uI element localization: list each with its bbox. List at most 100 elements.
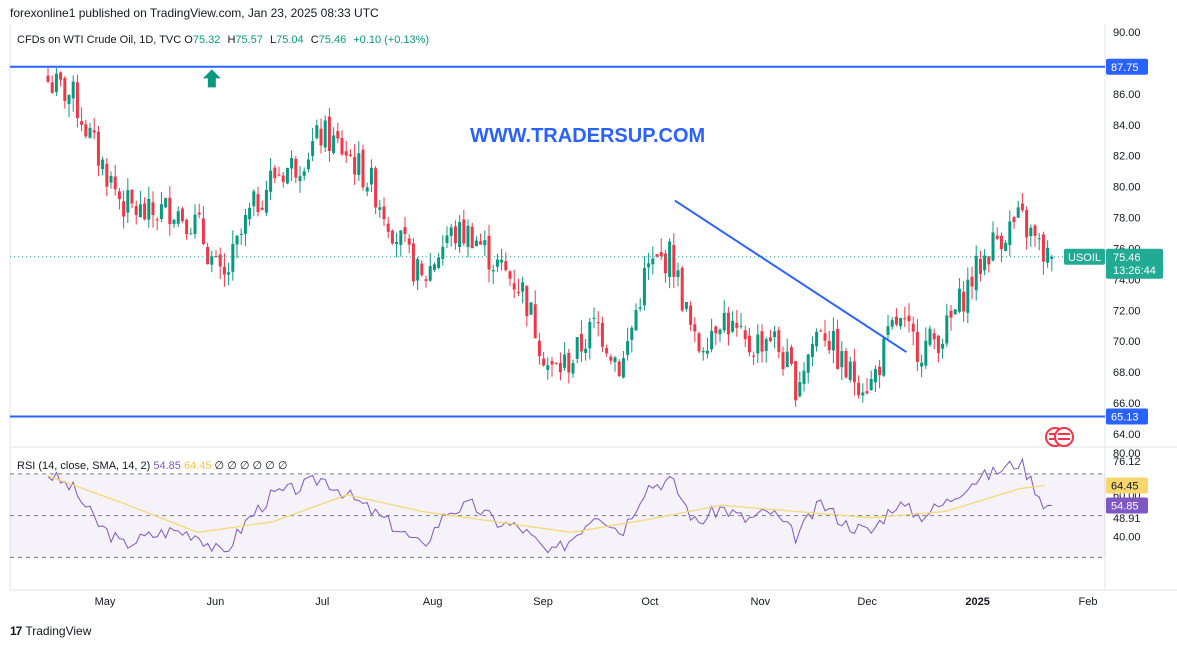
candle-body — [789, 347, 793, 364]
candle-body — [584, 348, 588, 353]
candle-body — [567, 352, 571, 373]
price-tick-label: 66.00 — [1113, 398, 1141, 410]
candle-body — [403, 227, 407, 235]
candle-body — [815, 331, 819, 347]
candle-body — [101, 159, 105, 170]
candle-body — [361, 149, 365, 188]
candle-body — [563, 354, 567, 368]
candle-body — [743, 330, 747, 340]
candle-body — [46, 75, 50, 82]
rsi-placeholder-1: ∅ — [214, 460, 225, 472]
candle-body — [882, 338, 886, 376]
candle-body — [420, 263, 424, 276]
candle-body — [794, 361, 798, 401]
candle-body — [458, 222, 462, 247]
candle-body — [1004, 242, 1008, 252]
candle-body — [399, 230, 403, 245]
candle-body — [315, 125, 319, 139]
candle-body — [273, 167, 277, 179]
candle-body — [857, 382, 861, 396]
candle-body — [252, 191, 256, 207]
candle-body — [852, 361, 856, 383]
candle-body — [512, 283, 516, 290]
candle-body — [302, 171, 306, 176]
candle-body — [781, 352, 785, 370]
candle-body — [701, 351, 705, 353]
candle-body — [369, 167, 373, 185]
candle-body — [533, 304, 537, 339]
price-tick-label: 80.00 — [1113, 182, 1141, 194]
level-price-tag — [1106, 58, 1148, 75]
candle-body — [600, 322, 604, 347]
tradingview-logo-icon: 17 — [10, 624, 22, 638]
candle-body — [231, 244, 235, 272]
candle-body — [96, 131, 100, 166]
candle-body — [155, 219, 159, 221]
candle-body — [777, 330, 781, 353]
candle-body — [596, 322, 600, 324]
candle-body — [722, 312, 726, 331]
candle-body — [689, 305, 693, 325]
symbol-legend: CFDs on WTI Crude Oil, 1D, TVC O75.32 H7… — [17, 34, 433, 46]
candle-body — [525, 285, 529, 317]
rsi-value-label: 54.85 — [1111, 501, 1139, 513]
candle-body — [449, 227, 453, 236]
candle-body — [987, 256, 991, 265]
published-line: forexonline1 published on TradingView.co… — [10, 6, 379, 20]
candle-body — [710, 330, 714, 350]
candle-body — [80, 121, 84, 125]
candle-body — [374, 168, 378, 208]
time-tick-label: Aug — [423, 596, 443, 608]
candle-body — [243, 214, 247, 234]
time-tick-label: Sep — [533, 596, 553, 608]
time-tick-label: Jun — [207, 596, 225, 608]
candle-body — [474, 240, 478, 247]
candle-body — [831, 330, 835, 351]
candle-body — [638, 307, 642, 309]
candle-body — [290, 158, 294, 169]
price-tick-label: 68.00 — [1113, 367, 1141, 379]
candle-body — [836, 328, 840, 369]
candle-body — [1008, 221, 1012, 245]
candle-body — [516, 291, 520, 293]
candle-body — [281, 175, 285, 182]
candle-body — [466, 225, 470, 248]
candle-body — [479, 241, 483, 245]
us-flag-icon — [1054, 427, 1074, 447]
candle-body — [894, 316, 898, 325]
candle-body — [323, 120, 327, 148]
candle-body — [105, 163, 109, 187]
candle-body — [861, 392, 865, 396]
candle-body — [550, 361, 554, 365]
trendline — [674, 199, 907, 353]
candle-body — [966, 279, 970, 313]
candle-body — [962, 291, 966, 312]
candle-body — [621, 358, 625, 378]
candle-body — [588, 321, 592, 349]
time-tick-label: Oct — [641, 596, 658, 608]
candle-body — [886, 326, 890, 335]
candle-body — [983, 255, 987, 271]
price-tick-label: 64.00 — [1113, 429, 1141, 441]
candle-body — [768, 337, 772, 341]
candle-body — [932, 333, 936, 340]
candle-body — [462, 219, 466, 244]
candle-body — [432, 264, 436, 270]
rsi-placeholder-6: ∅ — [277, 460, 288, 472]
legend-high: 75.57 — [235, 34, 263, 46]
candle-body — [248, 207, 252, 220]
rsi-tick-label: 48.91 — [1113, 513, 1141, 525]
legend-close: 75.46 — [318, 34, 347, 46]
candle-body — [84, 124, 88, 137]
rsi-placeholder-2: ∅ — [227, 460, 237, 472]
last-price-label: 75.46 — [1113, 252, 1141, 264]
candle-body — [668, 241, 672, 278]
candle-body — [529, 302, 533, 315]
candle-body — [827, 340, 831, 351]
candle-body — [957, 288, 961, 312]
rsi-legend-value: 54.85 — [153, 460, 181, 472]
candle-body — [407, 238, 411, 245]
candle-body — [579, 333, 583, 352]
rsi-legend-ma: 64.45 — [183, 460, 212, 472]
level-price-label: 87.75 — [1111, 62, 1139, 74]
